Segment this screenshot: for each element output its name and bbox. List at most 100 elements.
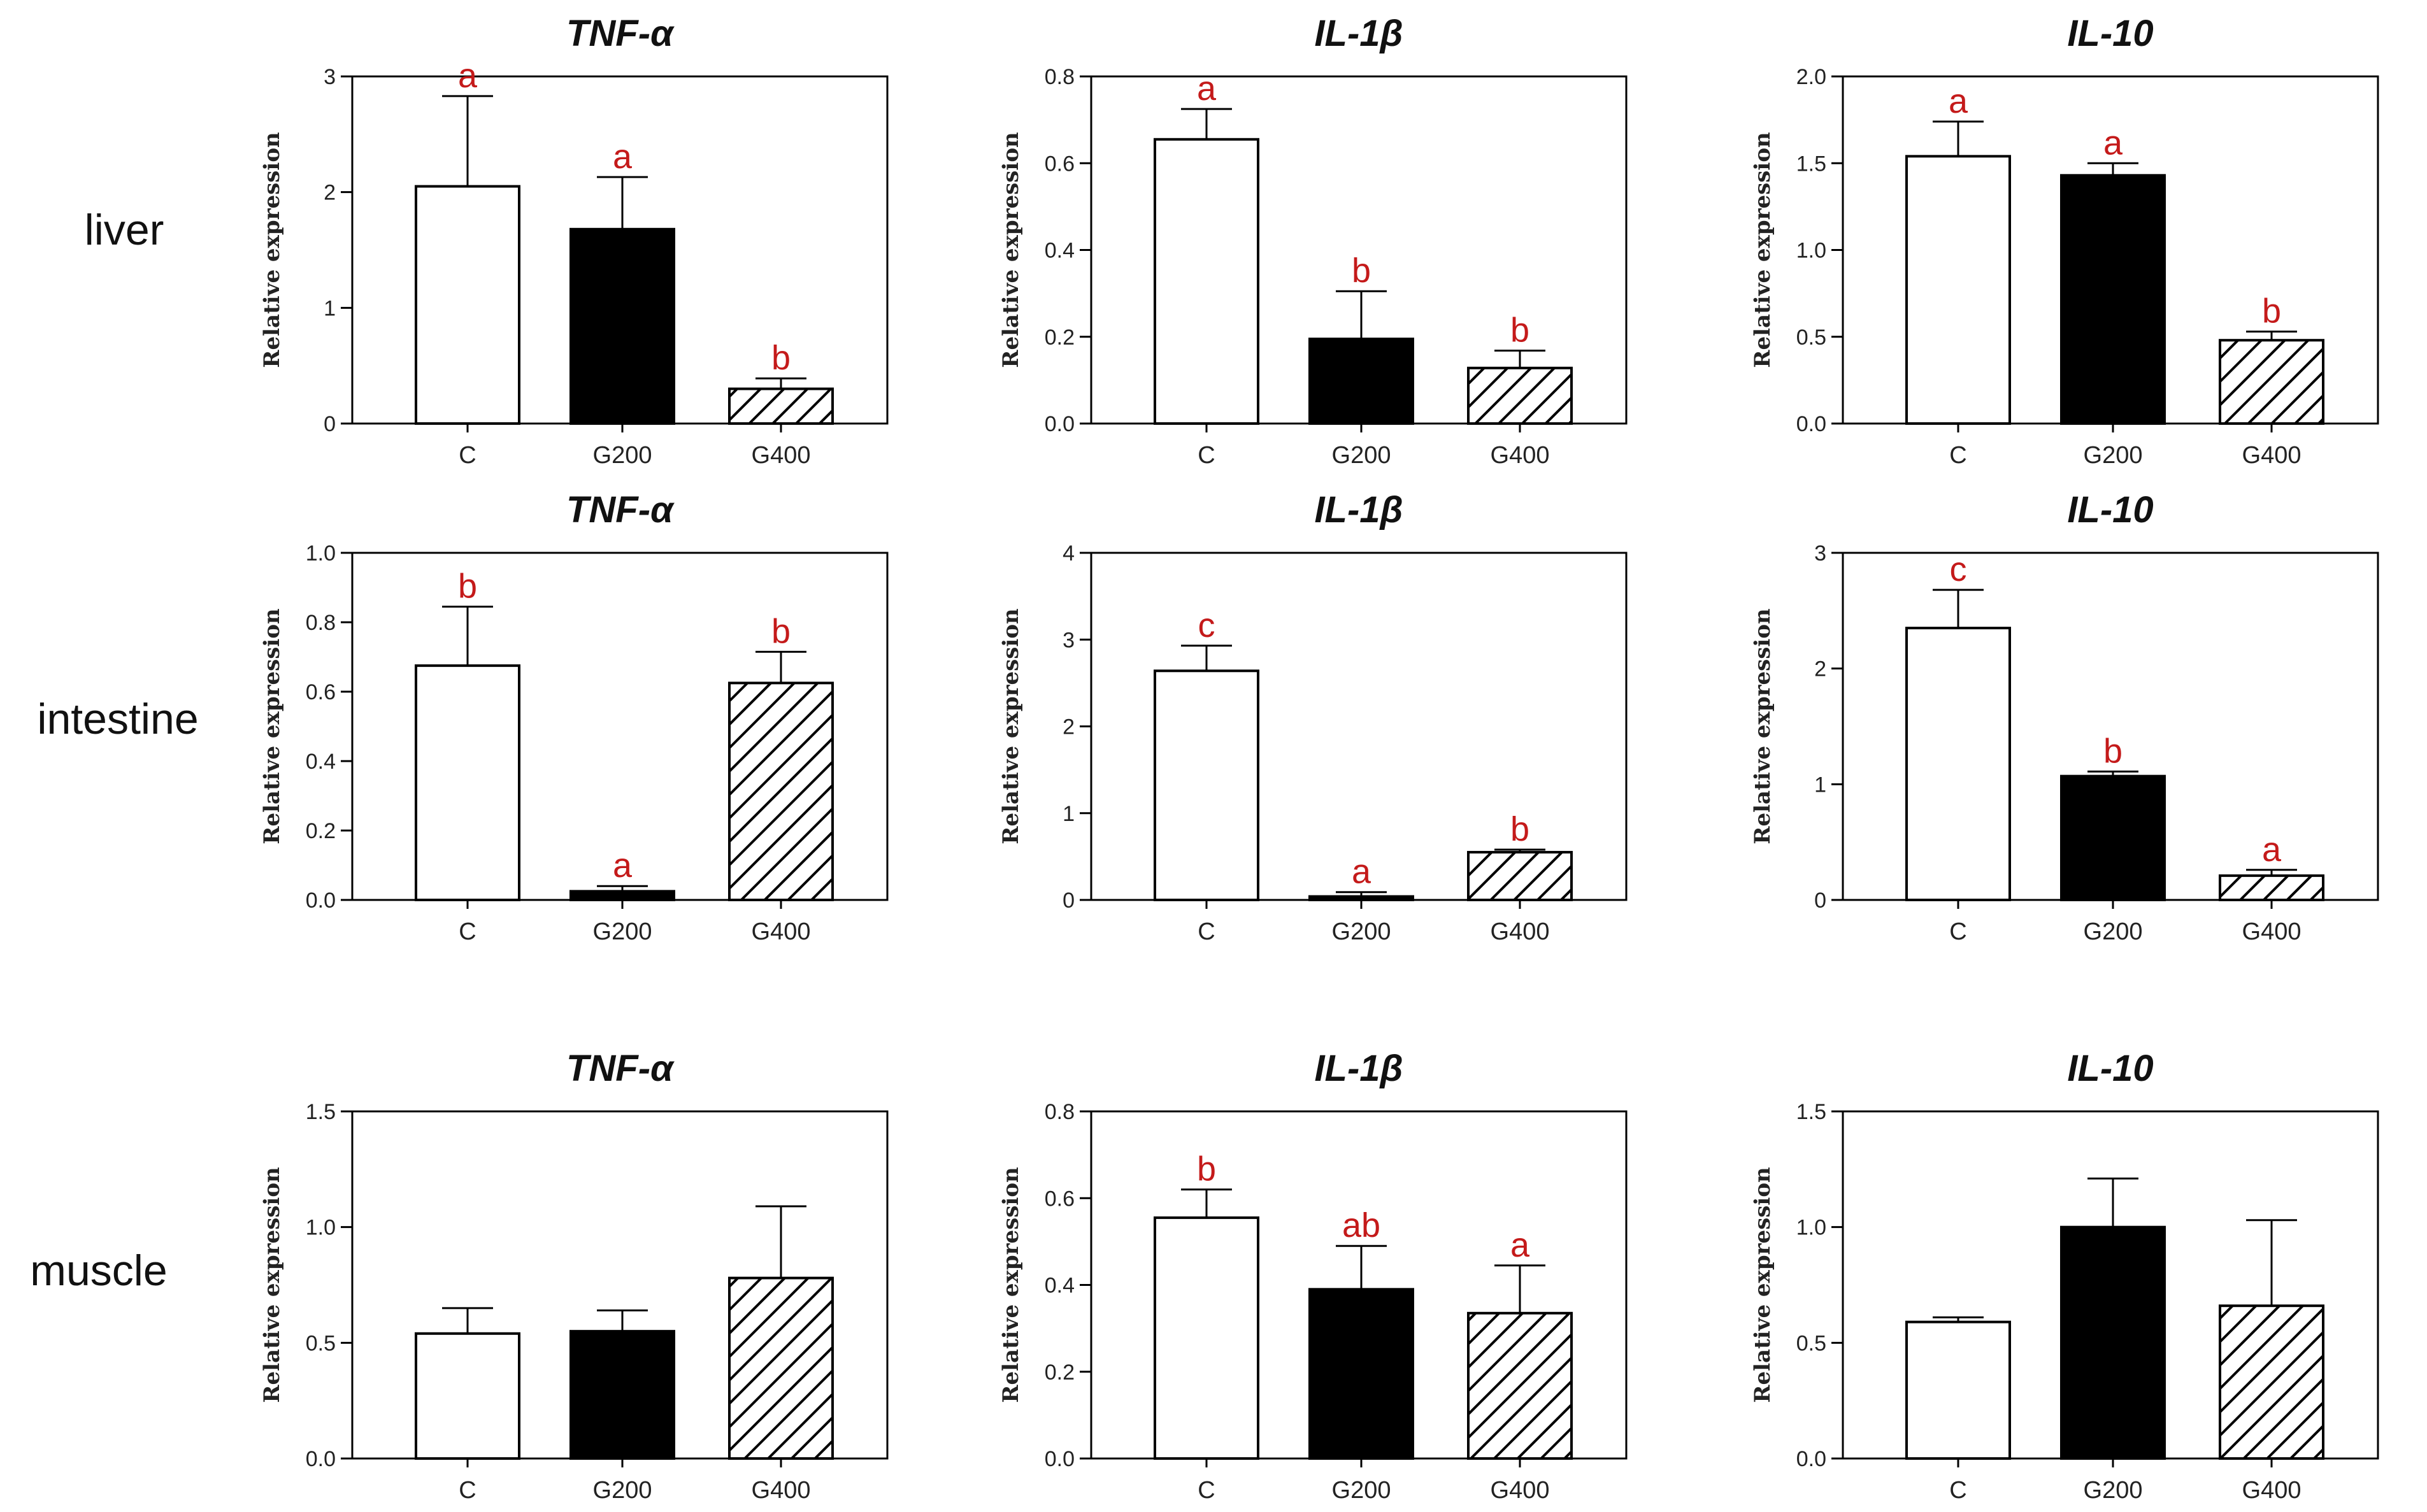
bar-g400: [2219, 874, 2324, 901]
row-label-liver: liver: [85, 206, 164, 254]
bar-g400: [728, 387, 834, 425]
chart-panel-6: IL-10 0 1 2 3 Relative expression c Cb G200 a G400: [1750, 489, 2379, 945]
y-tick-label: 2.0: [1796, 65, 1826, 89]
y-tick-label: 3: [1814, 541, 1826, 566]
significance-letter: a: [1352, 853, 1371, 891]
y-axis-label: Relative expression: [259, 132, 285, 368]
significance-letter: b: [1197, 1150, 1216, 1188]
x-category-label: C: [459, 442, 476, 469]
chart-panel-2: IL-1β 0.0 0.2 0.4 0.6 0.8 Relative expression a…: [998, 13, 1628, 469]
chart-title: IL-1β: [1314, 13, 1403, 54]
significance-letter: b: [1352, 252, 1371, 290]
y-tick-label: 1: [1814, 773, 1826, 797]
x-category-label: C: [1949, 918, 1966, 945]
x-category-label: G400: [2242, 1477, 2302, 1504]
chart-title: IL-1β: [1314, 1048, 1403, 1089]
y-tick-label: 0.0: [306, 1447, 336, 1471]
bar-g200: [1308, 1288, 1414, 1460]
x-category-label: C: [1198, 918, 1215, 945]
significance-letter: b: [771, 339, 791, 377]
y-tick-label: 1: [324, 296, 336, 320]
significance-letter: a: [1197, 69, 1217, 108]
y-tick-label: 0.0: [306, 888, 336, 913]
y-axis-label: Relative expression: [1750, 608, 1775, 845]
y-tick-label: 0: [1814, 888, 1826, 913]
bar-c: [1905, 627, 2011, 901]
y-tick-label: 0.2: [1045, 325, 1075, 350]
bar-c: [1154, 138, 1259, 425]
x-category-label: C: [459, 918, 476, 945]
y-axis-label: Relative expression: [998, 1167, 1024, 1403]
y-tick-label: 3: [1063, 628, 1075, 652]
y-tick-label: 1.5: [306, 1100, 336, 1124]
bar-c: [1154, 669, 1259, 902]
y-tick-label: 2: [1063, 715, 1075, 739]
bar-c: [415, 664, 520, 901]
y-axis-label: Relative expression: [1750, 1167, 1775, 1403]
y-tick-label: 0.4: [1045, 239, 1075, 263]
significance-letter: c: [1950, 550, 1967, 588]
y-tick-label: 1.0: [1796, 1216, 1826, 1240]
y-tick-label: 0.8: [1045, 65, 1075, 89]
chart-panel-3: IL-10 0.0 0.5 1.0 1.5 2.0 Relative expression a…: [1750, 13, 2379, 469]
x-category-label: C: [1198, 1477, 1215, 1504]
y-tick-label: 0.0: [1796, 1447, 1826, 1471]
significance-letter: ab: [1342, 1206, 1380, 1245]
significance-letter: b: [2262, 292, 2281, 331]
row-label-muscle: muscle: [30, 1246, 167, 1295]
y-tick-label: 0: [1063, 888, 1075, 913]
x-category-label: G200: [1332, 918, 1391, 945]
y-tick-label: 0.6: [1045, 152, 1075, 176]
chart-panel-1: TNF-α 0 1 2 3 Relative expression a Ca G200 b G400: [259, 13, 889, 469]
bar-g200: [569, 227, 675, 425]
chart-panel-5: IL-1β 0 1 2 3 4 Relative expression c Ca G200 b G40…: [998, 489, 1628, 945]
bar-g400: [728, 1276, 834, 1460]
x-category-label: G400: [752, 442, 811, 469]
y-axis-label: Relative expression: [998, 608, 1024, 845]
significance-letter: a: [1949, 82, 1968, 120]
bar-c: [1905, 1320, 2011, 1460]
row-label-intestine: intestine: [37, 695, 198, 743]
bar-g200: [2060, 774, 2166, 902]
bar-c: [415, 185, 520, 425]
row-labels: liver intestine muscle: [30, 206, 198, 1295]
chart-title: TNF-α: [566, 1048, 675, 1089]
x-category-label: C: [1949, 442, 1966, 469]
bar-g200: [2060, 1225, 2166, 1460]
bar-c: [1905, 155, 2011, 425]
y-tick-label: 0.5: [306, 1331, 336, 1355]
chart-title: TNF-α: [566, 489, 675, 531]
bar-g200: [569, 890, 675, 901]
chart-panels: TNF-α 0 1 2 3 Relative expression a Ca G200 b G400…: [259, 13, 2379, 1504]
chart-title: IL-10: [2067, 1048, 2153, 1089]
bar-g400: [2219, 339, 2324, 425]
x-category-label: G200: [593, 1477, 652, 1504]
y-tick-label: 1.0: [306, 1216, 336, 1240]
chart-title: TNF-α: [566, 13, 675, 54]
y-tick-label: 1: [1063, 802, 1075, 826]
x-category-label: G200: [1332, 1477, 1391, 1504]
y-tick-label: 0.0: [1045, 1447, 1075, 1471]
chart-panel-4: TNF-α 0.0 0.2 0.4 0.6 0.8 1.0 Relative expressi…: [259, 489, 889, 945]
y-tick-label: 0.4: [1045, 1274, 1075, 1298]
significance-letter: a: [1510, 1226, 1530, 1264]
bar-g400: [2219, 1304, 2324, 1460]
bar-g200: [1308, 895, 1414, 902]
chart-title: IL-10: [2067, 13, 2153, 54]
y-tick-label: 0.6: [306, 680, 336, 704]
bar-g200: [569, 1330, 675, 1460]
x-category-label: C: [1949, 1477, 1966, 1504]
significance-letter: b: [458, 567, 477, 605]
significance-letter: b: [1510, 311, 1529, 350]
x-category-label: G400: [752, 1477, 811, 1504]
significance-letter: c: [1198, 606, 1215, 645]
x-category-label: G400: [1491, 442, 1550, 469]
x-category-label: G400: [2242, 918, 2302, 945]
y-tick-label: 0.0: [1796, 412, 1826, 436]
x-category-label: G400: [1491, 918, 1550, 945]
chart-title: IL-1β: [1314, 489, 1403, 531]
bar-g400: [1467, 851, 1573, 901]
y-axis-label: Relative expression: [998, 132, 1024, 368]
x-category-label: G200: [2084, 1477, 2143, 1504]
